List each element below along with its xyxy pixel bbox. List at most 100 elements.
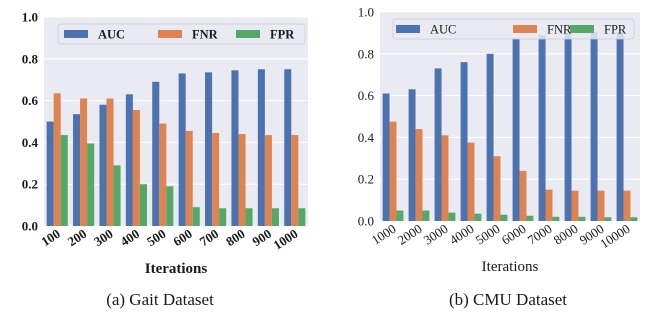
bar-fnr-200	[80, 98, 88, 226]
bar-fnr-4000	[467, 142, 475, 221]
bar-fnr-400	[132, 110, 140, 226]
x-tick-label: 100	[38, 226, 63, 249]
y-tick-label: 1.0	[358, 5, 374, 20]
bar-fnr-1000	[389, 121, 397, 221]
bar-fpr-500	[166, 186, 174, 226]
bar-fpr-600	[192, 207, 200, 226]
y-tick-label: 0.0	[22, 219, 38, 234]
bar-fpr-10000	[630, 217, 638, 221]
legend-label-auc: AUC	[98, 28, 125, 42]
y-tick-label: 0.4	[22, 135, 39, 150]
bar-auc-5000	[486, 53, 494, 221]
x-tick-label: 200	[65, 226, 90, 249]
legend-swatch-auc	[64, 30, 88, 38]
x-axis-label: Iterations	[482, 259, 539, 275]
y-tick-label: 0.2	[358, 172, 374, 187]
bar-fnr-700	[212, 132, 220, 226]
bar-auc-1000	[382, 93, 390, 221]
y-tick-label: 0.8	[358, 46, 374, 61]
bar-fnr-7000	[545, 189, 553, 221]
bar-auc-9000	[590, 31, 598, 222]
x-tick-label: 10000	[597, 221, 632, 251]
y-tick-label: 1.0	[22, 10, 38, 25]
y-tick-label: 0.8	[22, 51, 39, 66]
bar-auc-500	[152, 81, 160, 226]
bar-fnr-2000	[415, 129, 423, 221]
bar-fpr-8000	[578, 216, 586, 221]
bar-auc-1000	[284, 69, 292, 226]
legend-swatch-fpr	[236, 30, 260, 38]
y-tick-label: 0.6	[22, 93, 39, 108]
bar-auc-800	[231, 70, 239, 226]
bar-auc-3000	[434, 68, 442, 222]
bar-fpr-800	[245, 208, 253, 226]
x-axis-label: Iterations	[145, 261, 208, 277]
x-tick-label: 1000	[270, 226, 300, 253]
bar-auc-8000	[564, 32, 572, 222]
legend-swatch-fnr	[158, 30, 182, 38]
bar-fpr-6000	[526, 215, 534, 221]
x-tick-label: 500	[144, 226, 169, 249]
bar-fpr-1000	[298, 208, 306, 226]
bar-auc-700	[205, 72, 213, 226]
legend-swatch-auc	[396, 25, 420, 33]
bar-auc-200	[73, 114, 81, 226]
legend-label-fnr: FNR	[192, 28, 219, 42]
bar-fnr-900	[264, 135, 272, 226]
bar-fpr-9000	[604, 217, 612, 221]
bar-fnr-1000	[291, 135, 299, 226]
bar-fpr-100	[60, 135, 68, 226]
bar-fnr-10000	[623, 190, 631, 221]
subfigure-caption: (a) Gait Dataset	[106, 290, 214, 309]
bar-fpr-400	[139, 184, 147, 226]
bar-fpr-300	[113, 165, 121, 226]
x-tick-label: 400	[118, 226, 143, 249]
legend: AUC FNR FPR	[392, 18, 635, 40]
bar-fpr-900	[271, 208, 279, 226]
bar-auc-400	[125, 94, 133, 226]
legend: AUC FNR FPR	[57, 23, 306, 45]
bar-auc-6000	[512, 38, 520, 221]
y-tick-label: 0.2	[22, 177, 38, 192]
bar-auc-600	[178, 73, 186, 227]
bar-fnr-8000	[571, 190, 579, 221]
y-tick-label: 0.4	[358, 130, 375, 145]
bar-fnr-500	[159, 123, 167, 226]
bar-auc-7000	[538, 34, 546, 221]
x-tick-label: 800	[223, 226, 248, 249]
chart-cmu: 0.00.20.40.60.81.01000200030004000500060…	[358, 5, 640, 309]
x-tick-label: 600	[170, 226, 195, 249]
bar-auc-900	[257, 69, 265, 226]
x-tick-label: 300	[91, 226, 116, 249]
bar-auc-4000	[460, 62, 468, 221]
bar-fnr-5000	[493, 156, 501, 221]
bar-fnr-100	[53, 93, 61, 226]
bar-fpr-2000	[422, 210, 430, 221]
bar-fpr-7000	[552, 216, 560, 221]
legend-label-fnr: FNR	[547, 23, 572, 37]
bar-fnr-800	[238, 134, 246, 226]
bar-fpr-700	[219, 208, 227, 226]
bar-fpr-4000	[474, 213, 482, 221]
legend-swatch-fpr	[570, 25, 594, 33]
bar-fnr-3000	[441, 135, 449, 221]
bar-auc-100	[46, 121, 54, 226]
bar-fpr-1000	[396, 210, 404, 221]
legend-label-fpr: FPR	[270, 28, 295, 42]
x-tick-label: 700	[197, 226, 222, 249]
bar-auc-300	[99, 104, 107, 226]
bar-fnr-9000	[597, 190, 605, 221]
bar-fnr-600	[185, 130, 193, 226]
y-tick-label: 0.0	[358, 214, 374, 229]
bar-fnr-300	[106, 98, 114, 226]
x-tick-label: 900	[250, 226, 275, 249]
chart-gait: 0.0 0.2 0.4 0.6 0.8 1.0 100 200 300 400 500 600 700 8…	[22, 10, 308, 309]
bar-auc-10000	[616, 31, 624, 222]
y-tick-label: 0.6	[358, 88, 375, 103]
bar-fnr-6000	[519, 170, 527, 221]
bar-auc-2000	[408, 89, 416, 221]
bar-fpr-200	[87, 143, 95, 226]
legend-swatch-fnr	[513, 25, 537, 33]
bar-fpr-3000	[448, 212, 456, 221]
